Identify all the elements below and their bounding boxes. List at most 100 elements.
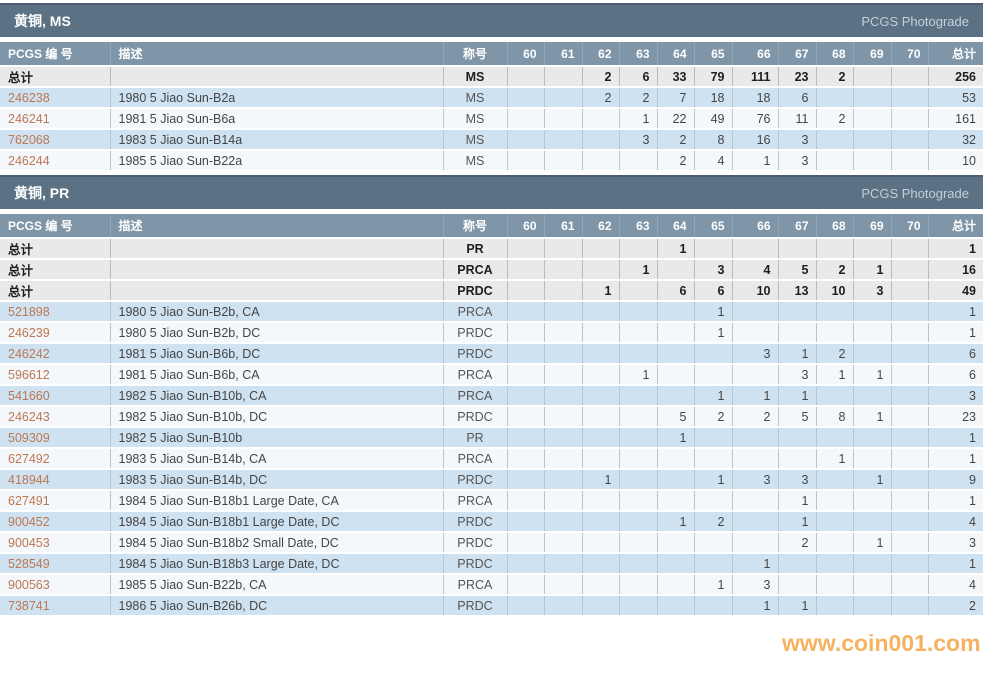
grade-60-count-cell	[507, 469, 545, 491]
grade-63-count-cell	[619, 490, 658, 512]
pcgs-number-cell: 900563	[0, 574, 111, 596]
pcgs-number-link[interactable]: 900452	[8, 514, 50, 529]
grade-67-count-cell: 1	[778, 385, 817, 407]
col-header-designation: 称号	[443, 42, 508, 67]
grade-60-count-cell	[507, 259, 545, 281]
grade-70-count-cell	[891, 427, 929, 449]
col-header-description: 描述	[110, 42, 444, 67]
pcgs-number-link[interactable]: 627492	[8, 451, 50, 466]
grade-69-count-cell: 1	[853, 364, 892, 386]
population-report: 黄铜, MS PCGS Photograde PCGS 编 号描述 称号 60 61 62 6…	[0, 3, 983, 617]
grade-68-count-cell	[816, 427, 854, 449]
grade-60-count-cell	[507, 574, 545, 596]
pcgs-number-link[interactable]: 246242	[8, 346, 50, 361]
pcgs-number-link[interactable]: 246243	[8, 409, 50, 424]
grade-60-count-cell	[507, 129, 545, 151]
grade-63-count-cell	[619, 150, 658, 172]
pcgs-number-cell: 246242	[0, 343, 111, 365]
grade-65-count-cell	[694, 238, 733, 260]
col-header-total: 总计	[928, 214, 983, 239]
pcgs-number-link[interactable]: 596612	[8, 367, 50, 382]
pcgs-number-link[interactable]: 246238	[8, 90, 50, 105]
pcgs-number-link[interactable]: 418944	[8, 472, 50, 487]
grade-68-count-cell: 2	[816, 108, 854, 130]
pcgs-number-link[interactable]: 738741	[8, 598, 50, 613]
grade-61-count-cell	[544, 129, 583, 151]
grade-69-count-cell	[853, 385, 892, 407]
grade-60-count-cell	[507, 87, 545, 109]
grade-64-count-cell: 2	[657, 150, 695, 172]
section-pr: 黄铜, PR PCGS Photograde PCGS 编 号描述 称号 60 61 62 6…	[0, 175, 983, 617]
grade-70-count-cell	[891, 364, 929, 386]
description-cell	[110, 280, 444, 302]
total-label-cell: 总计	[0, 238, 111, 260]
grade-64-count-cell	[657, 301, 695, 323]
row-total-cell: 4	[928, 574, 983, 596]
grade-69-count-cell: 1	[853, 406, 892, 428]
pcgs-number-link[interactable]: 541660	[8, 388, 50, 403]
row-total-cell: 49	[928, 280, 983, 302]
pcgs-number-link[interactable]: 627491	[8, 493, 50, 508]
pcgs-number-link[interactable]: 509309	[8, 430, 50, 445]
pcgs-photograde-link[interactable]: PCGS Photograde	[861, 13, 969, 29]
section-ms: 黄铜, MS PCGS Photograde PCGS 编 号描述 称号 60 61 62 6…	[0, 3, 983, 172]
grade-67-count-cell: 3	[778, 364, 817, 386]
grade-64-count-cell	[657, 322, 695, 344]
pcgs-number-link[interactable]: 246241	[8, 111, 50, 126]
designation-cell: PRDC	[443, 469, 508, 491]
section-header-bar: 黄铜, PR PCGS Photograde	[0, 175, 983, 209]
designation-cell: MS	[443, 66, 508, 88]
grade-66-count-cell	[732, 532, 779, 554]
section-title: 黄铜, PR	[14, 185, 70, 201]
pcgs-number-link[interactable]: 521898	[8, 304, 50, 319]
pcgs-number-link[interactable]: 246244	[8, 153, 50, 168]
watermark: www.coin001.com	[782, 630, 981, 656]
grade-65-count-cell: 79	[694, 66, 733, 88]
pcgs-number-link[interactable]: 246239	[8, 325, 50, 340]
grade-67-count-cell: 11	[778, 108, 817, 130]
grade-64-count-cell	[657, 532, 695, 554]
grade-70-count-cell	[891, 322, 929, 344]
grade-69-count-cell	[853, 511, 892, 533]
grade-62-count-cell	[582, 108, 620, 130]
pcgs-number-cell: 418944	[0, 469, 111, 491]
grade-62-count-cell: 2	[582, 66, 620, 88]
grade-65-count-cell	[694, 490, 733, 512]
grade-66-count-cell: 10	[732, 280, 779, 302]
pcgs-number-cell: 627491	[0, 490, 111, 512]
grade-61-count-cell	[544, 364, 583, 386]
table-row: 246243 1982 5 Jiao Sun-B10b, DC PRDC 5 2 2 5 8 1…	[0, 406, 983, 428]
grade-66-count-cell: 3	[732, 469, 779, 491]
grade-66-count-cell: 18	[732, 87, 779, 109]
table-row: 521898 1980 5 Jiao Sun-B2b, CA PRCA 1 1	[0, 301, 983, 323]
grade-68-count-cell	[816, 532, 854, 554]
row-total-cell: 3	[928, 385, 983, 407]
description-cell: 1986 5 Jiao Sun-B26b, DC	[110, 595, 444, 617]
col-header-grade-66: 66	[732, 42, 779, 67]
grade-63-count-cell	[619, 511, 658, 533]
grade-61-count-cell	[544, 595, 583, 617]
grade-60-count-cell	[507, 322, 545, 344]
pcgs-number-link[interactable]: 900563	[8, 577, 50, 592]
pcgs-photograde-link[interactable]: PCGS Photograde	[861, 185, 969, 201]
grade-67-count-cell: 6	[778, 87, 817, 109]
row-total-cell: 1	[928, 553, 983, 575]
pcgs-number-link[interactable]: 762068	[8, 132, 50, 147]
grade-66-count-cell	[732, 448, 779, 470]
grade-64-count-cell: 1	[657, 238, 695, 260]
pcgs-number-link[interactable]: 528549	[8, 556, 50, 571]
pcgs-number-link[interactable]: 900453	[8, 535, 50, 550]
grade-65-count-cell	[694, 427, 733, 449]
grade-65-count-cell	[694, 553, 733, 575]
grade-64-count-cell	[657, 574, 695, 596]
grade-60-count-cell	[507, 238, 545, 260]
description-cell: 1982 5 Jiao Sun-B10b, DC	[110, 406, 444, 428]
grade-66-count-cell	[732, 490, 779, 512]
grade-65-count-cell	[694, 595, 733, 617]
grade-70-count-cell	[891, 553, 929, 575]
grade-62-count-cell	[582, 259, 620, 281]
grade-61-count-cell	[544, 66, 583, 88]
grade-61-count-cell	[544, 385, 583, 407]
col-header-grade-70: 70	[891, 214, 929, 239]
grade-63-count-cell	[619, 301, 658, 323]
